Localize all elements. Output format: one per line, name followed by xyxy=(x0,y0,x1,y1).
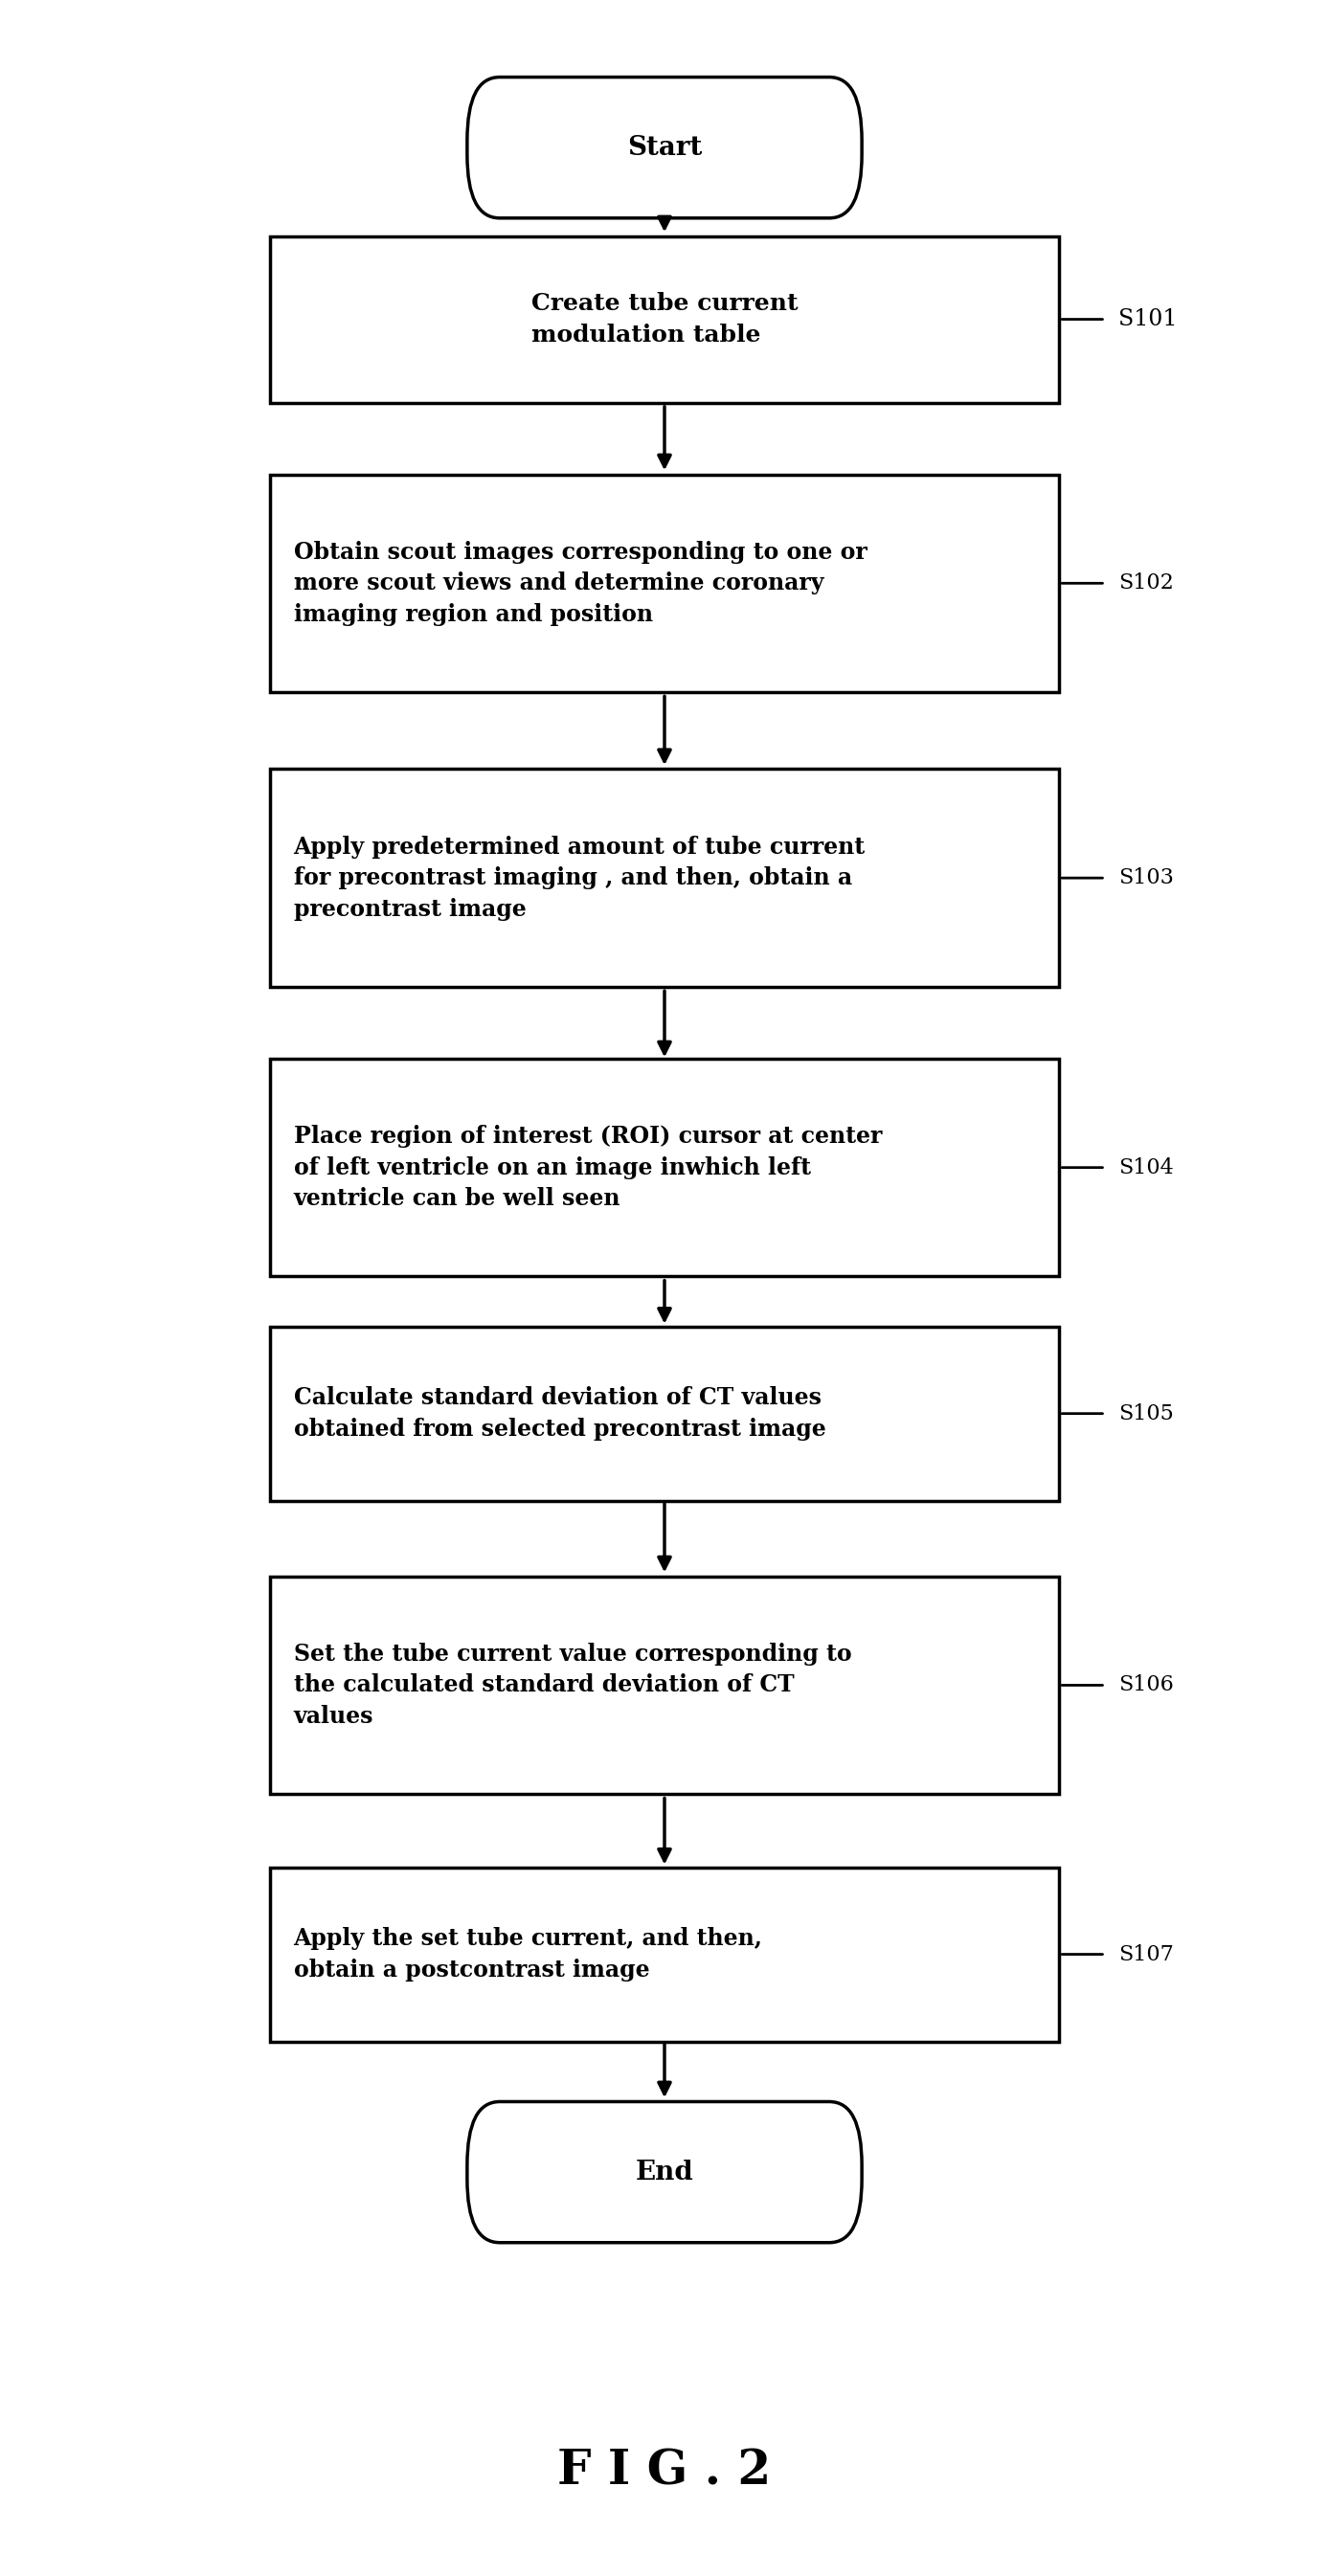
FancyBboxPatch shape xyxy=(270,770,1059,987)
Text: Obtain scout images corresponding to one or
more scout views and determine coron: Obtain scout images corresponding to one… xyxy=(294,541,867,626)
FancyBboxPatch shape xyxy=(270,1059,1059,1278)
Text: End: End xyxy=(635,2159,694,2184)
Text: Start: Start xyxy=(627,134,702,160)
FancyBboxPatch shape xyxy=(270,474,1059,693)
Text: S105: S105 xyxy=(1119,1404,1174,1425)
Text: Apply predetermined amount of tube current
for precontrast imaging , and then, o: Apply predetermined amount of tube curre… xyxy=(294,835,865,920)
Text: S103: S103 xyxy=(1119,868,1174,889)
Text: S107: S107 xyxy=(1119,1945,1174,1965)
FancyBboxPatch shape xyxy=(270,1577,1059,1793)
Text: Set the tube current value corresponding to
the calculated standard deviation of: Set the tube current value corresponding… xyxy=(294,1643,852,1728)
FancyBboxPatch shape xyxy=(270,237,1059,402)
Text: Create tube current
modulation table: Create tube current modulation table xyxy=(532,291,797,345)
FancyBboxPatch shape xyxy=(468,2102,861,2244)
Text: Calculate standard deviation of CT values
obtained from selected precontrast ima: Calculate standard deviation of CT value… xyxy=(294,1386,825,1440)
FancyBboxPatch shape xyxy=(468,77,861,219)
Text: S102: S102 xyxy=(1119,572,1174,595)
Text: Apply the set tube current, and then,
obtain a postcontrast image: Apply the set tube current, and then, ob… xyxy=(294,1927,763,1981)
Text: S104: S104 xyxy=(1119,1157,1174,1177)
Text: S106: S106 xyxy=(1119,1674,1174,1695)
Text: Place region of interest (ROI) cursor at center
of left ventricle on an image in: Place region of interest (ROI) cursor at… xyxy=(294,1126,881,1211)
FancyBboxPatch shape xyxy=(270,1868,1059,2040)
FancyBboxPatch shape xyxy=(270,1327,1059,1502)
Text: S101: S101 xyxy=(1119,309,1177,330)
Text: F I G . 2: F I G . 2 xyxy=(558,2450,771,2496)
